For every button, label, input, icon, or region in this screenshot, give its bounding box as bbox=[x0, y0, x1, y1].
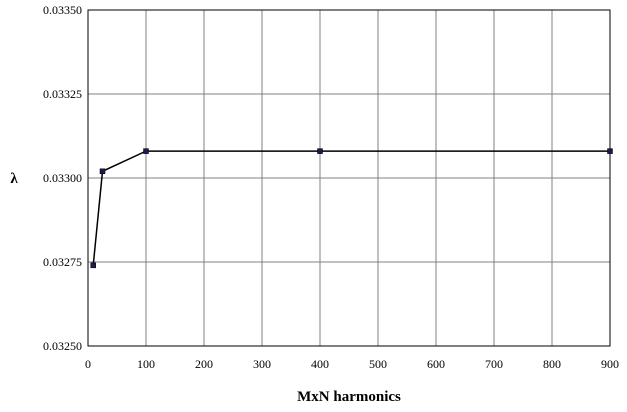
x-tick-label: 700 bbox=[485, 357, 503, 371]
x-tick-label: 300 bbox=[253, 357, 271, 371]
x-tick-label: 600 bbox=[427, 357, 445, 371]
x-tick-label: 100 bbox=[137, 357, 155, 371]
series-group bbox=[90, 148, 613, 269]
y-tick-label: 0.03250 bbox=[43, 339, 82, 353]
y-tick-label: 0.03350 bbox=[43, 3, 82, 17]
data-point-marker bbox=[607, 148, 613, 154]
plot-area-frame bbox=[87, 9, 611, 347]
y-axis-title: λ bbox=[10, 171, 18, 187]
x-axis-title: MxN harmonics bbox=[297, 389, 401, 405]
x-tick-label: 500 bbox=[369, 357, 387, 371]
y-tick-label: 0.03275 bbox=[43, 255, 82, 269]
grid bbox=[87, 9, 611, 347]
x-tick-label: 0 bbox=[85, 357, 91, 371]
x-axis-ticks: 0 100 200 300 400 500 600 700 800 900 bbox=[85, 357, 619, 371]
y-tick-label: 0.03325 bbox=[43, 87, 82, 101]
series-line bbox=[92, 150, 610, 266]
data-point-marker bbox=[90, 262, 96, 269]
data-point-marker bbox=[317, 148, 323, 154]
data-point-marker bbox=[99, 168, 106, 175]
x-tick-label: 200 bbox=[195, 357, 213, 371]
x-tick-label: 400 bbox=[311, 357, 329, 371]
x-tick-label: 900 bbox=[601, 357, 619, 371]
x-tick-label: 800 bbox=[543, 357, 561, 371]
data-point-marker bbox=[143, 148, 149, 154]
y-axis-ticks: 0.03250 0.03275 0.03300 0.03325 0.03350 bbox=[43, 3, 82, 353]
y-tick-label: 0.03300 bbox=[43, 171, 82, 185]
